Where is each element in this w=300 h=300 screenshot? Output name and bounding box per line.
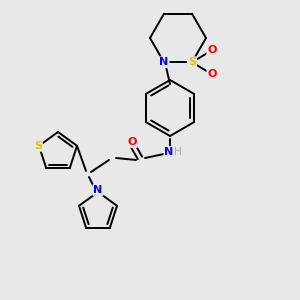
Text: O: O — [207, 45, 217, 55]
Text: N: N — [159, 57, 169, 67]
Text: H: H — [174, 147, 182, 157]
Text: O: O — [127, 137, 137, 147]
Text: S: S — [188, 57, 196, 67]
Text: S: S — [34, 141, 42, 151]
Text: N: N — [93, 185, 103, 195]
Text: N: N — [164, 147, 174, 157]
Text: O: O — [207, 69, 217, 79]
